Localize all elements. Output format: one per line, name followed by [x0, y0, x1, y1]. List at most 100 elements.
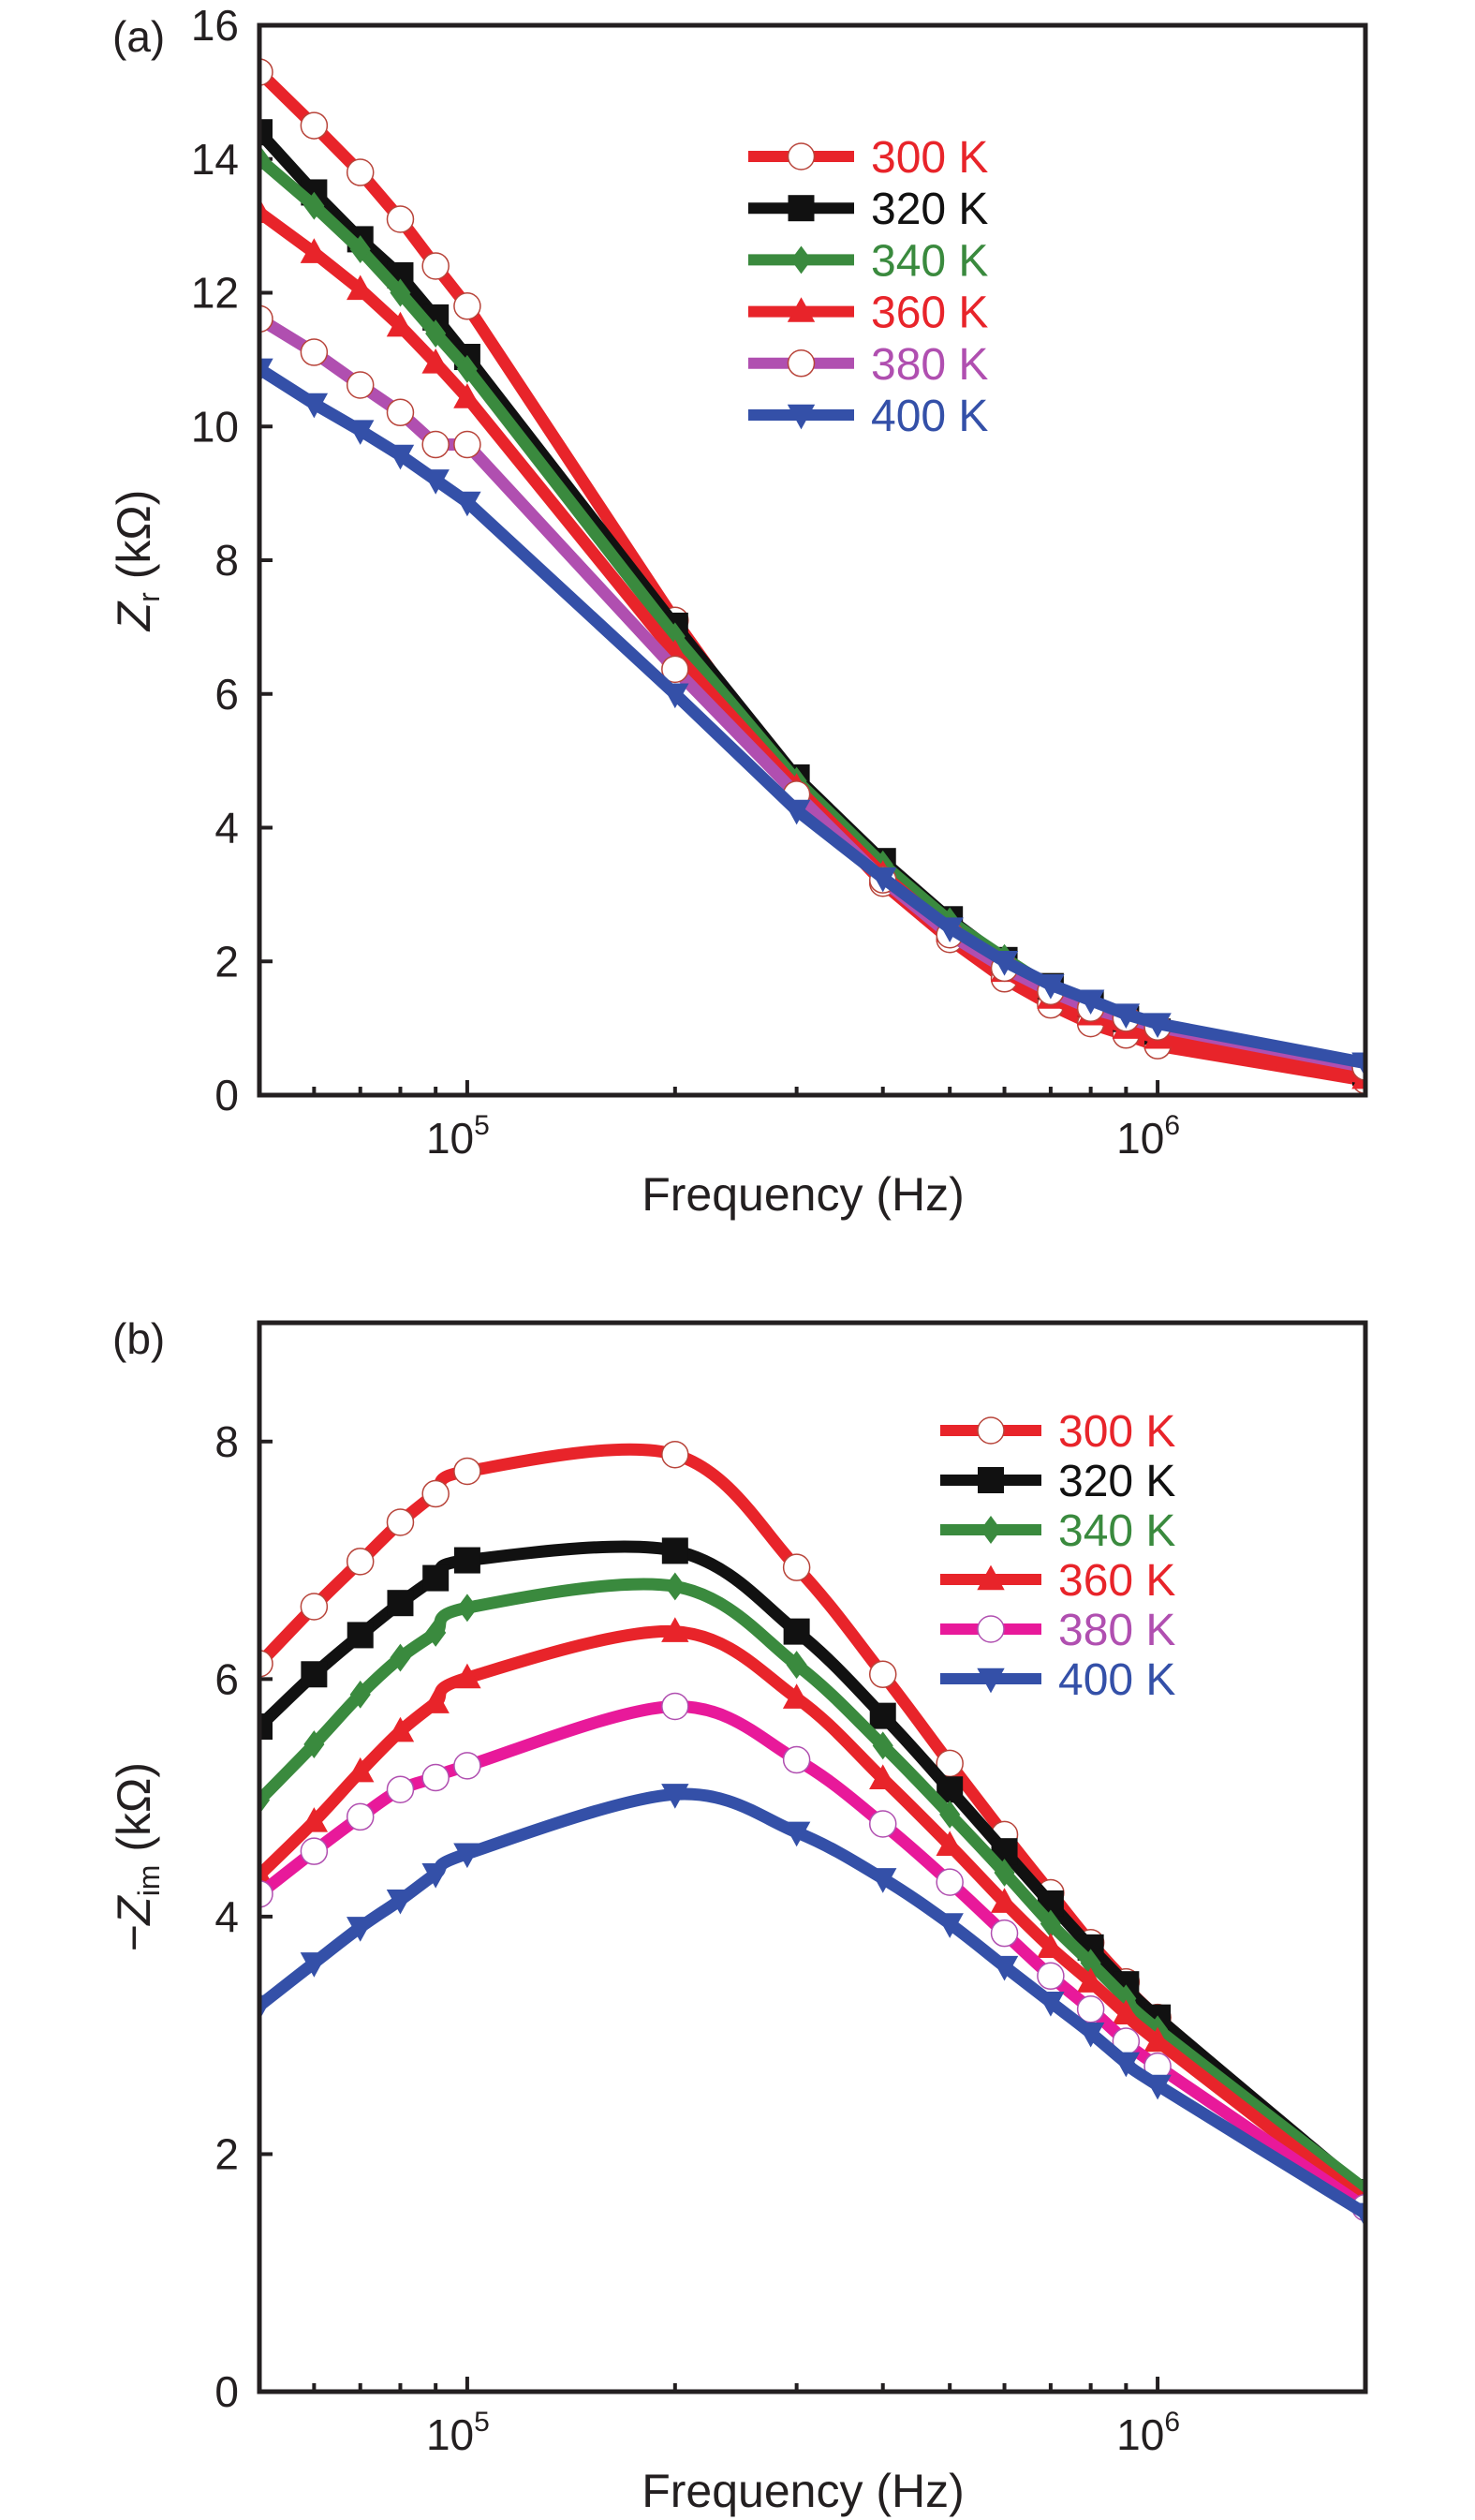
data-point — [939, 1800, 961, 1829]
legend-item: 340 K — [748, 236, 988, 286]
data-point-shape — [1037, 1962, 1065, 1991]
data-point-shape — [1112, 1003, 1141, 1030]
data-point — [990, 1955, 1019, 1981]
y-axis-title-unit-a: (kΩ) — [108, 490, 160, 593]
x-axis-title-a: Frequency (Hz) — [642, 1168, 965, 1221]
data-point — [347, 1917, 375, 1942]
legend-swatch-marker-shape — [980, 1516, 1002, 1544]
data-point — [422, 1564, 450, 1592]
legend-swatch-marker — [787, 142, 816, 170]
data-point — [456, 1594, 478, 1623]
data-point — [661, 1537, 688, 1564]
data-point — [453, 430, 481, 459]
data-point-shape — [1351, 2202, 1365, 2229]
y-axis-title-b: −Zim (kΩ) — [108, 1762, 166, 1952]
data-point-shape — [346, 1802, 375, 1831]
data-point-shape — [346, 371, 375, 399]
data-point-shape — [347, 1622, 374, 1649]
data-point-shape — [453, 1457, 481, 1486]
series-line — [259, 66, 1365, 1087]
data-point-shape — [386, 205, 415, 233]
data-point — [936, 1913, 964, 1938]
data-point — [387, 1590, 414, 1617]
legend-item: 360 K — [748, 289, 988, 338]
data-point — [346, 158, 375, 186]
data-point-shape — [390, 1643, 411, 1672]
data-point — [300, 111, 329, 140]
series-line — [259, 1787, 1365, 2220]
data-point-shape — [990, 1955, 1019, 1981]
data-point-shape — [869, 1702, 896, 1729]
x-tick-label-base: 10 — [1116, 2410, 1164, 2459]
data-point — [259, 304, 273, 334]
legend-label: 360 K — [871, 289, 988, 338]
y-tick-label: 12 — [191, 269, 239, 318]
data-point — [782, 1683, 811, 1709]
data-point-shape — [1076, 1967, 1105, 1993]
legend-swatch-marker-shape — [788, 195, 815, 222]
data-point — [661, 1617, 689, 1642]
data-point — [936, 917, 964, 942]
data-point — [421, 348, 450, 374]
legend-swatch-marker — [977, 1615, 1005, 1643]
data-point — [1112, 1003, 1141, 1030]
data-point — [661, 683, 689, 709]
data-point-shape — [994, 1859, 1015, 1887]
data-point — [259, 119, 273, 146]
data-point-shape — [456, 354, 478, 383]
data-point-shape — [300, 1593, 329, 1621]
data-point-shape — [1143, 2074, 1172, 2100]
y-tick-label: 2 — [214, 937, 239, 986]
data-point — [453, 1752, 481, 1780]
data-point-shape — [1112, 1999, 1141, 2025]
data-point — [386, 444, 415, 470]
legend-swatch-marker — [787, 297, 816, 322]
data-point — [347, 274, 375, 301]
data-point — [936, 1831, 964, 1857]
legend-item: 340 K — [940, 1506, 1175, 1556]
data-point — [386, 1775, 415, 1803]
data-point — [303, 191, 325, 220]
data-point — [301, 1661, 328, 1688]
data-point — [425, 1618, 447, 1647]
data-point-shape — [346, 1548, 375, 1576]
data-point-shape — [347, 1917, 375, 1942]
data-point-shape — [869, 867, 897, 893]
data-point-shape — [453, 383, 481, 408]
data-point — [868, 1810, 897, 1838]
data-point — [259, 1713, 273, 1741]
data-point — [347, 420, 375, 445]
y-tick-label: 0 — [214, 2367, 239, 2416]
legend-swatch-marker — [978, 1467, 1004, 1493]
data-point — [1076, 989, 1105, 1015]
series-380k — [259, 304, 1365, 1081]
data-point-shape — [259, 1860, 273, 1886]
data-point-shape — [347, 274, 375, 301]
series-line — [259, 153, 1365, 1076]
data-point-shape — [661, 1617, 689, 1642]
data-point — [386, 205, 415, 233]
legend-swatch-marker-shape — [977, 1416, 1005, 1445]
data-point — [300, 1593, 329, 1621]
x-tick-label: 106 — [1116, 2407, 1180, 2459]
data-point-shape — [1143, 2026, 1172, 2053]
data-point — [869, 1702, 896, 1729]
legend-item: 300 K — [748, 133, 988, 183]
data-point — [783, 1618, 810, 1645]
data-point — [386, 1716, 415, 1742]
data-point-shape — [782, 1821, 811, 1847]
data-point — [346, 371, 375, 399]
data-point — [661, 1440, 689, 1469]
data-point — [421, 1763, 450, 1792]
series-400k — [259, 1784, 1365, 2229]
y-tick-label: 6 — [214, 670, 239, 719]
x-tick-label-base: 10 — [1116, 1114, 1164, 1163]
data-point — [1076, 1967, 1105, 1993]
data-point — [300, 238, 329, 263]
data-point — [259, 58, 273, 86]
data-point-shape — [1112, 2052, 1141, 2078]
legend-label: 380 K — [1058, 1606, 1175, 1655]
x-tick-label-base: 10 — [426, 2410, 474, 2459]
